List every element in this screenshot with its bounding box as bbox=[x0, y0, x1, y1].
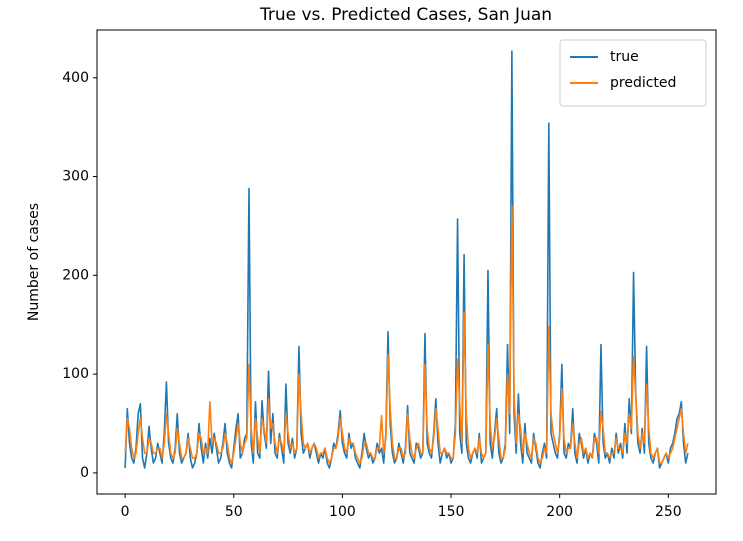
series-line bbox=[124, 205, 689, 464]
chart-title: True vs. Predicted Cases, San Juan bbox=[259, 5, 552, 25]
y-axis-label: Number of cases bbox=[26, 203, 42, 321]
legend-label: predicted bbox=[610, 75, 676, 91]
x-tick-label: 0 bbox=[121, 504, 130, 520]
legend-label: true bbox=[610, 49, 639, 65]
y-tick-label: 400 bbox=[62, 70, 89, 86]
x-tick-label: 250 bbox=[655, 504, 682, 520]
y-tick-label: 300 bbox=[62, 169, 89, 185]
x-tick-label: 200 bbox=[546, 504, 573, 520]
x-tick-label: 50 bbox=[225, 504, 243, 520]
x-tick-label: 150 bbox=[438, 504, 465, 520]
x-tick-label: 100 bbox=[329, 504, 356, 520]
y-tick-label: 200 bbox=[62, 267, 89, 283]
y-tick-label: 0 bbox=[80, 465, 89, 481]
plot-frame bbox=[96, 29, 717, 495]
y-tick-label: 100 bbox=[62, 366, 89, 382]
